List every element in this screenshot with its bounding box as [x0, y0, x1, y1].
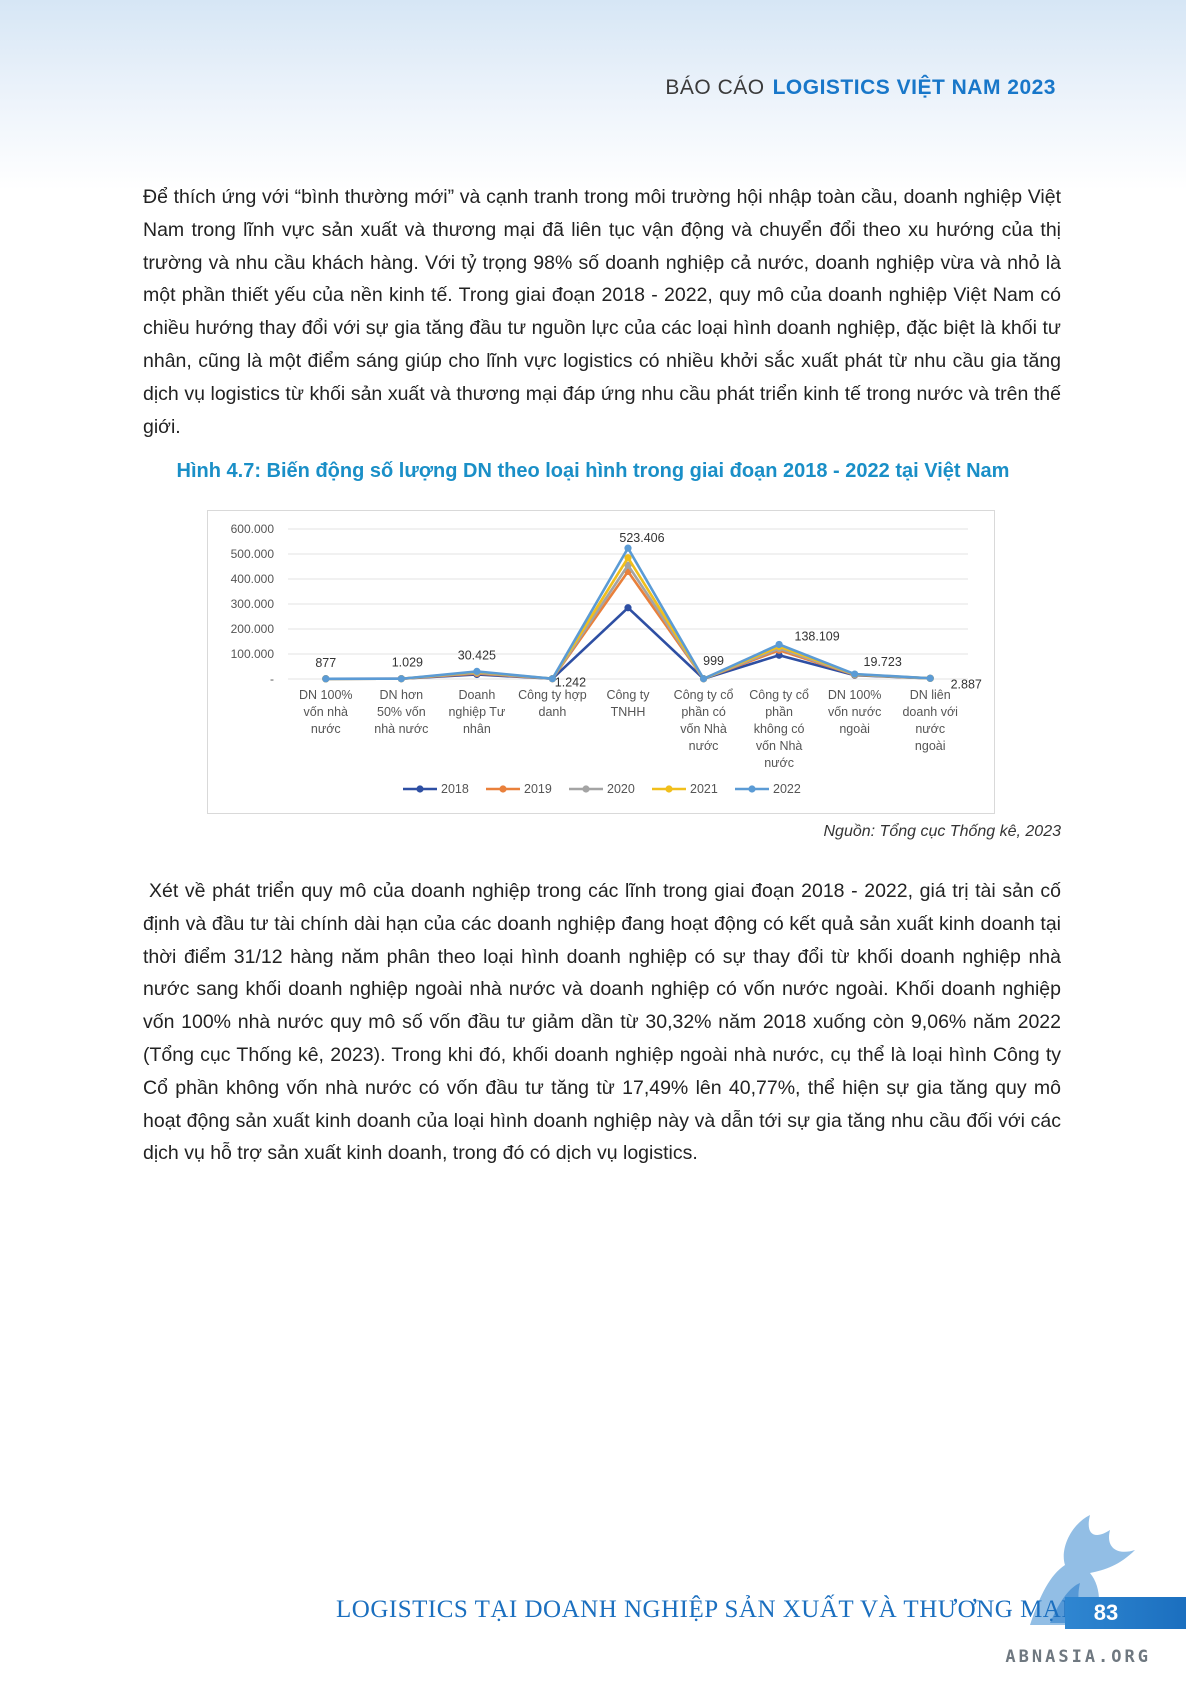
data-point-2022: [624, 544, 632, 552]
y-tick-label: 500.000: [231, 547, 275, 561]
x-tick-label: DN liên doanh với nước ngoài: [902, 688, 957, 753]
page-number: 83: [1093, 1600, 1119, 1625]
y-tick-label: 300.000: [231, 597, 275, 611]
data-label: 877: [315, 656, 336, 670]
data-label: 999: [703, 654, 724, 668]
data-point-2022: [397, 675, 405, 683]
x-tick-line: 50% vốn: [377, 705, 426, 719]
x-tick-label: DN 100% vốn nhà nước: [299, 688, 353, 736]
x-tick-line: phần có: [681, 705, 726, 719]
x-tick-line: Công ty cổ: [674, 688, 734, 702]
legend-label-2021: 2021: [690, 782, 718, 796]
x-tick-line: Công ty hợp: [518, 688, 587, 702]
legend-marker-2022: [748, 785, 756, 793]
y-tick-label: 200.000: [231, 622, 275, 636]
body-paragraph-2: Xét về phát triển quy mô của doanh nghiệ…: [143, 880, 1061, 1165]
x-tick-line: danh: [539, 705, 567, 719]
y-tick-label: 400.000: [231, 572, 275, 586]
running-header: BÁO CÁO LOGISTICS VIỆT NAM 2023: [665, 76, 1056, 100]
x-tick-label: Doanh nghiệp Tư nhân: [448, 688, 505, 736]
figure-title: Hình 4.7: Biến động số lượng DN theo loạ…: [176, 460, 1010, 482]
legend-label-2022: 2022: [773, 782, 801, 796]
x-tick-line: không có: [754, 722, 805, 736]
header-prefix: BÁO CÁO: [665, 76, 765, 99]
data-point-2022: [926, 674, 934, 682]
x-tick-label: Công ty TNHH: [606, 688, 650, 719]
chart-svg: 600.000 500.000 400.000 300.000 200.000 100.0…: [231, 522, 982, 796]
x-tick-line: nước: [764, 756, 794, 770]
data-label: 138.109: [795, 629, 840, 643]
x-tick-line: DN 100%: [828, 688, 882, 702]
legend-marker-2021: [665, 785, 673, 793]
y-axis-ticks: 600.000 500.000 400.000 300.000 200.000 100.0…: [231, 522, 275, 686]
x-tick-line: vốn nước: [828, 705, 881, 719]
x-tick-line: vốn nhà: [304, 705, 349, 719]
legend-marker-2019: [499, 785, 507, 793]
data-point-2022: [699, 675, 708, 683]
x-tick-line: TNHH: [611, 705, 646, 719]
x-tick-line: vốn Nhà: [756, 739, 803, 753]
data-labels: 877 1.029 30.425 1.242 523.406 999 138.109 19.7…: [315, 531, 982, 691]
x-tick-line: nước: [311, 722, 341, 736]
legend-label-2018: 2018: [441, 782, 469, 796]
chart-gridlines: [288, 528, 968, 680]
x-tick-line: nghiệp Tư: [448, 705, 505, 719]
x-tick-line: Công ty: [606, 688, 650, 702]
body-paragraph-1: Để thích ứng với “bình thường mới” và cạ…: [143, 186, 1061, 438]
x-tick-line: nước: [915, 722, 945, 736]
x-tick-line: ngoài: [839, 722, 870, 736]
data-point-2022: [473, 667, 481, 675]
x-tick-line: DN liên: [910, 688, 951, 702]
x-tick-line: nước: [689, 739, 719, 753]
data-label: 1.029: [392, 656, 423, 670]
y-tick-label: -: [270, 672, 274, 686]
watermark: ABNASIA.ORG: [1005, 1647, 1151, 1667]
x-tick-label: Công ty cổ phần có vốn Nhà nước: [674, 688, 734, 753]
x-tick-line: DN 100%: [299, 688, 353, 702]
data-label: 30.425: [458, 648, 496, 662]
data-point-2021: [624, 554, 632, 562]
data-label: 2.887: [951, 677, 982, 691]
x-tick-line: nhân: [463, 722, 491, 736]
figure-source: Nguồn: Tổng cục Thống kê, 2023: [823, 823, 1062, 840]
data-point-2018: [775, 651, 783, 659]
x-tick-line: nhà nước: [374, 722, 428, 736]
x-tick-line: phần: [765, 705, 793, 719]
header-band: [0, 0, 1186, 190]
data-point-2022: [775, 640, 783, 649]
x-tick-line: Doanh: [458, 688, 495, 702]
x-tick-line: Công ty cổ: [749, 688, 809, 702]
footer-bar: [1065, 1597, 1186, 1629]
legend-label-2020: 2020: [607, 782, 635, 796]
x-tick-line: doanh với: [902, 705, 957, 719]
y-tick-label: 600.000: [231, 522, 275, 536]
data-label: 1.242: [555, 676, 586, 690]
data-point-2022: [851, 670, 859, 678]
data-point-2022: [548, 675, 557, 683]
x-tick-label: Công ty hợp danh: [518, 688, 587, 719]
legend-marker-2018: [416, 785, 424, 793]
legend-label-2019: 2019: [524, 782, 552, 796]
footer-title: LOGISTICS TẠI DOANH NGHIỆP SẢN XUẤT VÀ T…: [336, 1596, 1071, 1623]
chart-legend: 2018 2019 2020 2021 2022: [403, 782, 801, 796]
data-point-2022: [322, 675, 330, 683]
x-tick-label: DN hơn 50% vốn nhà nước: [374, 688, 428, 736]
x-tick-line: DN hơn: [380, 688, 424, 702]
x-tick-label: DN 100% vốn nước ngoài: [828, 688, 882, 736]
x-tick-label: Công ty cổ phần không có vốn Nhà nước: [749, 688, 809, 770]
data-label: 523.406: [619, 531, 664, 545]
x-tick-line: ngoài: [915, 739, 946, 753]
y-tick-label: 100.000: [231, 647, 275, 661]
data-point-2018: [624, 604, 632, 612]
legend-marker-2020: [582, 785, 590, 793]
header-brand: LOGISTICS VIỆT NAM 2023: [772, 76, 1056, 99]
data-point-2020: [624, 561, 632, 569]
series-lines: [322, 544, 934, 683]
data-label: 19.723: [864, 655, 902, 669]
line-chart: 600.000 500.000 400.000 300.000 200.000 100.0…: [207, 510, 995, 814]
x-tick-line: vốn Nhà: [680, 722, 727, 736]
